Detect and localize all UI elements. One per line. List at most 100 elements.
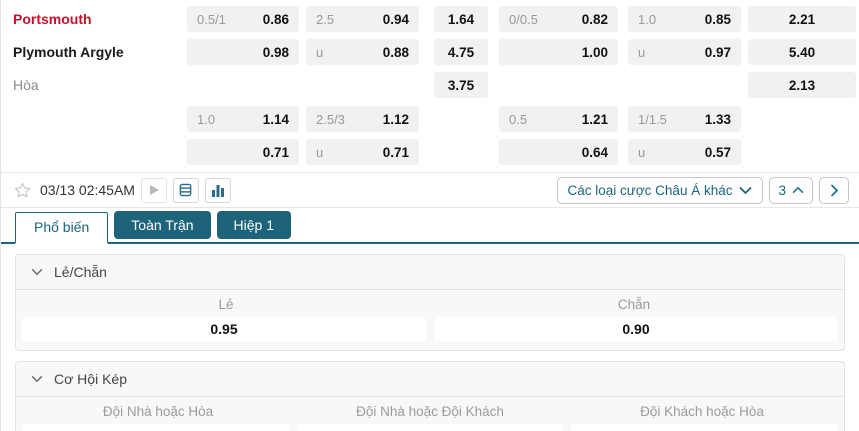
column-label-odd: Lẻ xyxy=(218,297,234,312)
odds-cell-1x2-home[interactable]: 1.64 xyxy=(434,6,488,32)
odds-cell-secondary-away[interactable]: 5.40 xyxy=(748,39,856,65)
x12-odds: 1.64 xyxy=(447,11,475,27)
odds-cell-ou2-over[interactable]: 1.0 0.85 xyxy=(628,6,741,32)
odds-cell-hdp2-home[interactable]: 0/0.5 0.82 xyxy=(499,6,618,32)
match-time: 03/13 02:45AM xyxy=(40,182,135,198)
x12-odds: 3.75 xyxy=(447,77,475,93)
home-team-name: Portsmouth xyxy=(13,11,92,27)
toolbar-right: Các loại cược Châu Á khác 3 xyxy=(556,176,849,204)
bar-chart-button[interactable] xyxy=(204,177,231,203)
section-title: Cơ Hội Kép xyxy=(54,371,127,387)
odds-cell-1x2-draw[interactable]: 3.75 xyxy=(434,72,488,98)
hdp-odds: 1.21 xyxy=(581,111,608,127)
empty-cell xyxy=(748,139,856,165)
odds-row-home: Portsmouth 0.5/1 0.86 2.5 0.94 1.64 0/0.… xyxy=(1,6,859,32)
odds-row-alt-away: 0.71 u 0.71 0.64 u 0.57 xyxy=(1,139,859,165)
hdp-line: 1.0 xyxy=(197,111,216,127)
ou-line: u xyxy=(316,44,324,60)
odd-even-labels: Lẻ Chẵn xyxy=(16,290,844,312)
double-chance-values: 1.15 1.23 2.09 xyxy=(16,419,844,431)
hdp-odds: 1.00 xyxy=(581,44,608,60)
odds-row-alt-home: 1.0 1.14 2.5/3 1.12 0.5 1.21 1/1.5 1.33 xyxy=(1,106,859,132)
asian-odds-dropdown[interactable]: Các loại cược Châu Á khác xyxy=(556,176,764,204)
x12-odds: 2.21 xyxy=(788,11,816,27)
odd-even-values: 0.95 0.90 xyxy=(16,312,844,350)
chevron-up-icon xyxy=(792,186,804,194)
match-toolbar: 03/13 02:45AM Các loại cược Châu Á khác xyxy=(1,172,859,208)
odds-cell-away-or-draw[interactable]: 2.09 xyxy=(571,424,839,431)
play-button[interactable] xyxy=(140,177,167,203)
hdp-odds: 0.86 xyxy=(262,11,289,27)
draw-label: Hòa xyxy=(13,77,39,93)
odds-cell-hdp-home[interactable]: 1.0 1.14 xyxy=(187,106,299,132)
x12-odds: 5.40 xyxy=(788,44,816,60)
tab-full-match[interactable]: Toàn Trận xyxy=(114,211,211,239)
odds-cell-secondary-draw[interactable]: 2.13 xyxy=(748,72,856,98)
double-chance-section-header[interactable]: Cơ Hội Kép xyxy=(16,362,844,397)
double-chance-labels: Đội Nhà hoặc Hòa Đội Nhà hoặc Đội Khách … xyxy=(16,397,844,419)
ou-line: 2.5 xyxy=(316,11,335,27)
bookmaker-count-toggle[interactable]: 3 xyxy=(769,176,813,204)
ou-odds: 0.57 xyxy=(704,144,731,160)
empty-cell xyxy=(187,72,299,98)
hdp-line: 0.5/1 xyxy=(197,11,226,27)
odds-cell-home-or-away[interactable]: 1.23 xyxy=(296,424,564,431)
odds-cell-1x2-away[interactable]: 4.75 xyxy=(434,39,488,65)
odds-cell-ou-over[interactable]: 2.5 0.94 xyxy=(306,6,419,32)
count-value: 3 xyxy=(778,182,786,198)
chevron-right-icon xyxy=(830,184,839,197)
odds-cell-odd[interactable]: 0.95 xyxy=(22,317,426,341)
star-icon[interactable] xyxy=(13,181,32,200)
tab-first-half[interactable]: Hiệp 1 xyxy=(216,211,292,239)
odds-grid: Portsmouth 0.5/1 0.86 2.5 0.94 1.64 0/0.… xyxy=(1,0,859,165)
ou-odds: 0.88 xyxy=(382,44,409,60)
chevron-down-icon xyxy=(31,268,43,276)
double-chance-section: Cơ Hội Kép Đội Nhà hoặc Hòa Đội Nhà hoặc… xyxy=(15,361,845,431)
odds-cell-hdp-away[interactable]: 0.98 xyxy=(187,39,299,65)
ou-odds: 1.12 xyxy=(382,111,409,127)
spacer xyxy=(1,106,187,132)
stats-stack-button[interactable] xyxy=(172,177,199,203)
empty-cell xyxy=(628,72,741,98)
odds-cell-hdp-home[interactable]: 0.5/1 0.86 xyxy=(187,6,299,32)
odds-cell-even[interactable]: 0.90 xyxy=(434,317,838,341)
chevron-down-icon xyxy=(739,186,752,195)
column-label-even: Chẵn xyxy=(617,297,651,312)
x12-odds: 4.75 xyxy=(447,44,475,60)
odds-row-away: Plymouth Argyle 0.98 u 0.88 4.75 1.00 u … xyxy=(1,39,859,65)
odds-cell-hdp-away[interactable]: 0.71 xyxy=(187,139,299,165)
odds-cell-ou-under[interactable]: u 0.71 xyxy=(306,139,419,165)
tab-popular[interactable]: Phổ biến xyxy=(15,212,109,244)
odds-cell-ou-over[interactable]: 2.5/3 1.12 xyxy=(306,106,419,132)
empty-cell xyxy=(306,72,419,98)
ou-line: u xyxy=(638,144,646,160)
odds-cell-secondary-home[interactable]: 2.21 xyxy=(748,6,856,32)
ou-odds: 0.71 xyxy=(382,144,409,160)
hdp-line: 0/0.5 xyxy=(509,11,538,27)
ou-line: 1.0 xyxy=(638,11,657,27)
odds-cell-ou2-under[interactable]: u 0.97 xyxy=(628,39,741,65)
column-label-away-or-draw: Đội Khách hoặc Hòa xyxy=(640,404,764,419)
ou-odds: 1.33 xyxy=(704,111,731,127)
section-title: Lẻ/Chẵn xyxy=(54,264,107,280)
odds-cell-hdp2-away[interactable]: 0.64 xyxy=(499,139,618,165)
dropdown-label: Các loại cược Châu Á khác xyxy=(567,182,733,198)
ou-line: 2.5/3 xyxy=(316,111,345,127)
hdp-odds: 0.64 xyxy=(581,144,608,160)
odds-cell-hdp2-away[interactable]: 1.00 xyxy=(499,39,618,65)
ou-line: 1/1.5 xyxy=(638,111,667,127)
spacer xyxy=(1,139,187,165)
odds-cell-ou2-over[interactable]: 1/1.5 1.33 xyxy=(628,106,741,132)
hdp-line: 0.5 xyxy=(509,111,528,127)
next-button[interactable] xyxy=(819,176,849,204)
empty-cell xyxy=(434,106,488,132)
odds-cell-hdp2-home[interactable]: 0.5 1.21 xyxy=(499,106,618,132)
odds-cell-home-or-draw[interactable]: 1.15 xyxy=(22,424,289,431)
odds-cell-ou-under[interactable]: u 0.88 xyxy=(306,39,419,65)
odd-even-section-header[interactable]: Lẻ/Chẵn xyxy=(16,255,844,290)
ou-line: u xyxy=(316,144,324,160)
odds-cell-ou2-under[interactable]: u 0.57 xyxy=(628,139,741,165)
ou-odds: 0.94 xyxy=(382,11,409,27)
ou-odds: 0.97 xyxy=(704,44,731,60)
